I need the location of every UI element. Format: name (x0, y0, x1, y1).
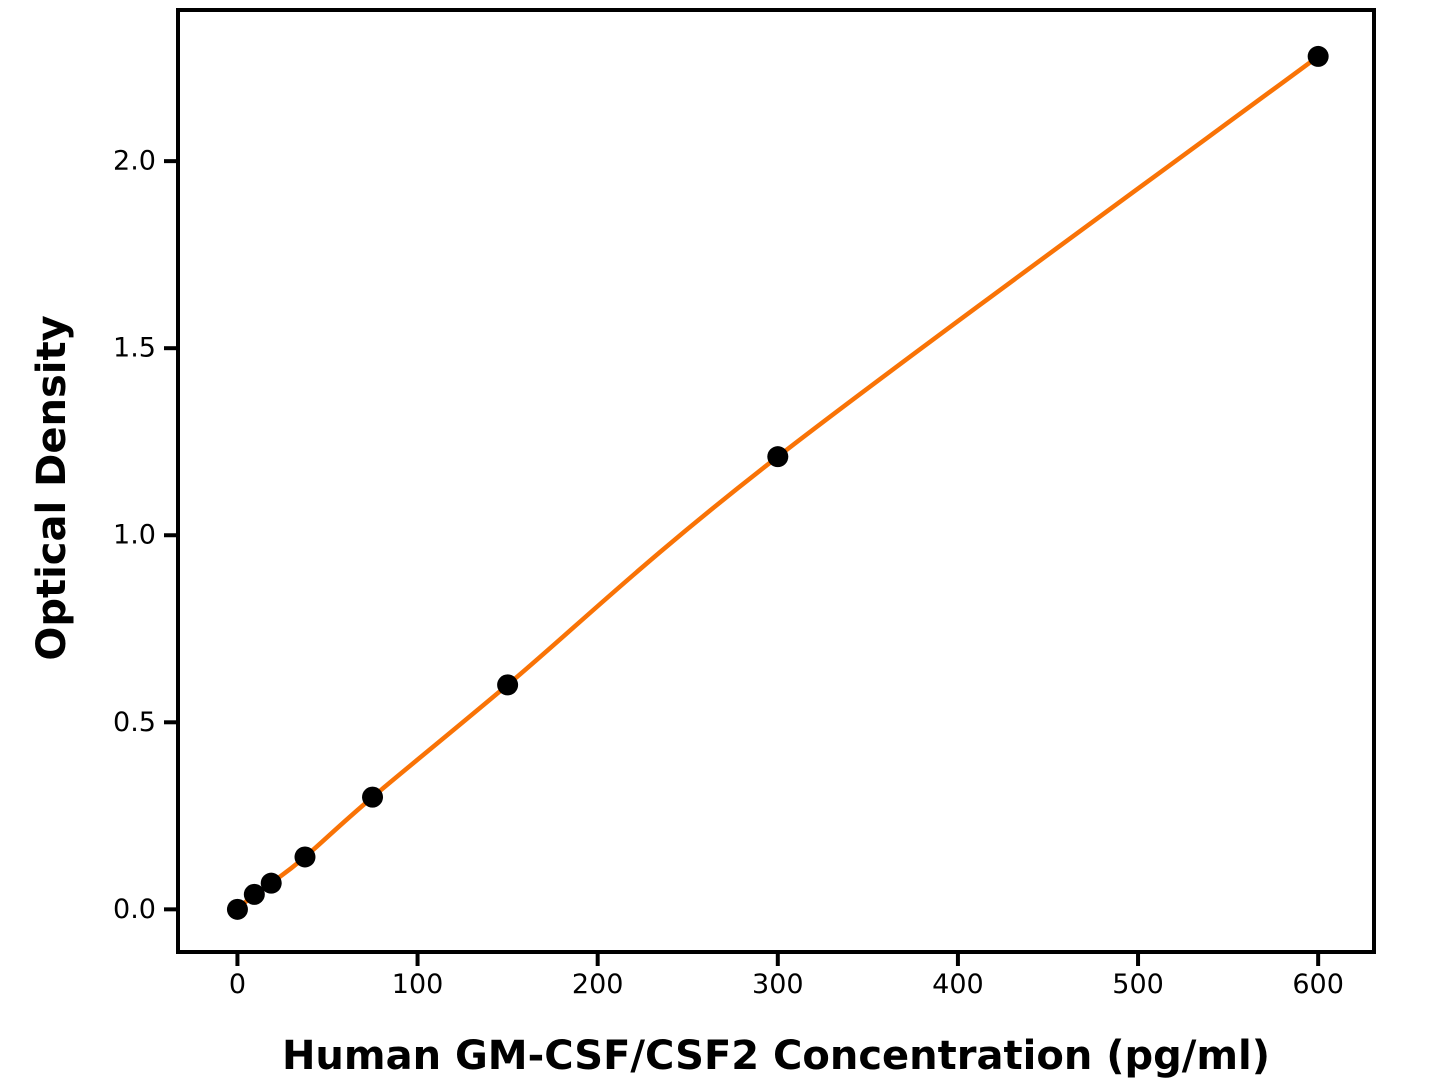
y-axis-title: Optical Density (29, 315, 75, 661)
data-point (243, 883, 265, 905)
x-axis-title: Human GM-CSF/CSF2 Concentration (pg/ml) (281, 1033, 1271, 1079)
x-tick-label: 100 (392, 969, 444, 1000)
y-tick-label: 0.5 (113, 707, 156, 738)
x-tick-label: 500 (1112, 969, 1164, 1000)
x-tick-label: 0 (229, 969, 246, 1000)
data-points (226, 45, 1329, 920)
data-point (767, 446, 789, 468)
data-point (362, 786, 384, 808)
data-point (1307, 45, 1329, 67)
y-tick-label: 1.0 (113, 520, 156, 551)
plot-border (176, 8, 1376, 954)
x-tick-label: 200 (572, 969, 624, 1000)
y-tick-label: 0.0 (113, 894, 156, 925)
x-tick-label: 400 (932, 969, 984, 1000)
axis-ticks: 0 100 200 300 400 500 600 0.0 0.5 1.0 1.5 2.0 (113, 146, 1344, 1001)
data-point (497, 674, 519, 696)
data-point (226, 898, 248, 920)
fit-line (235, 54, 1321, 912)
x-tick-label: 600 (1292, 969, 1344, 1000)
y-tick-label: 1.5 (113, 333, 156, 364)
data-point (294, 846, 316, 868)
x-tick-label: 300 (752, 969, 804, 1000)
fit-line-group (235, 54, 1321, 912)
y-tick-label: 2.0 (113, 146, 156, 177)
data-point (260, 872, 282, 894)
